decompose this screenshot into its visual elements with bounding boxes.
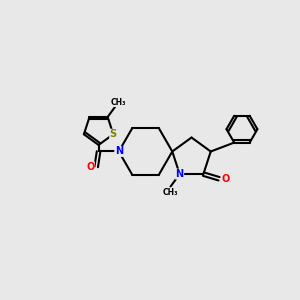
Text: N: N bbox=[176, 169, 184, 179]
Text: O: O bbox=[86, 162, 94, 172]
Text: CH₃: CH₃ bbox=[111, 98, 126, 106]
Text: N: N bbox=[115, 146, 123, 157]
Text: CH₃: CH₃ bbox=[163, 188, 178, 197]
Text: S: S bbox=[110, 129, 117, 139]
Text: O: O bbox=[221, 174, 230, 184]
